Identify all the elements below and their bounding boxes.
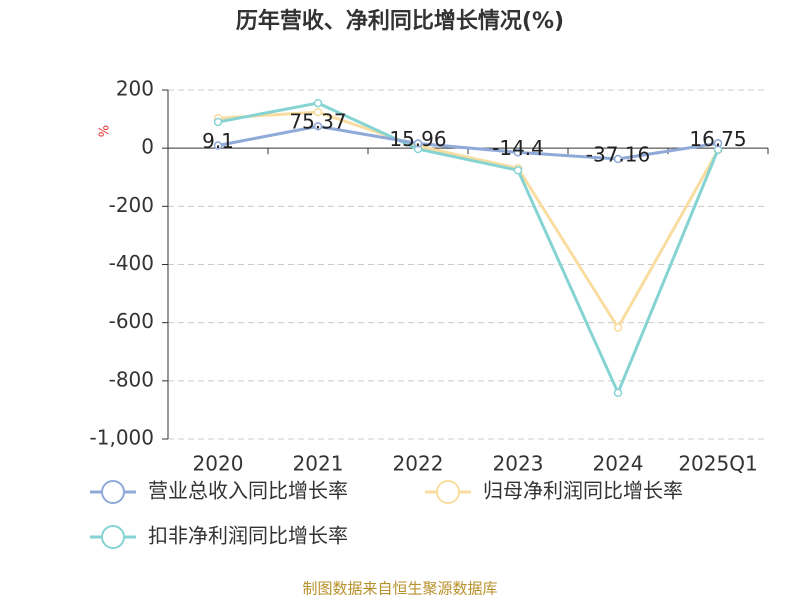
- point: [613, 323, 623, 332]
- data-label: -37.16: [586, 142, 650, 166]
- data-label: -14.4: [492, 136, 544, 160]
- legend-marker: [436, 480, 460, 504]
- x-tick-label: 2025Q1: [678, 452, 757, 476]
- legend-marker: [101, 525, 125, 549]
- x-tick-label: 2021: [293, 452, 344, 476]
- x-tick-label: 2020: [193, 452, 244, 476]
- x-tick-label: 2023: [493, 452, 544, 476]
- y-tick-label: -600: [109, 309, 154, 333]
- point: [613, 154, 623, 164]
- y-tick-label: -800: [109, 367, 154, 391]
- y-tick-label: -200: [109, 193, 154, 217]
- chart-title: 历年营收、净利同比增长情况(%): [236, 8, 564, 34]
- legend-marker: [101, 480, 125, 504]
- line: [217, 124, 719, 161]
- point: [313, 107, 323, 117]
- legend-label: 营业总收入同比增长率: [148, 479, 348, 503]
- legend-label: 归母净利润同比增长率: [483, 479, 683, 503]
- y-tick-label: 0: [141, 135, 154, 159]
- point: [513, 148, 523, 157]
- point: [213, 141, 223, 150]
- point: [713, 139, 723, 148]
- line: [217, 110, 720, 331]
- y-tick-label: -400: [109, 251, 154, 275]
- line: [217, 101, 720, 397]
- y-tick-label: -1,000: [90, 426, 154, 450]
- point: [313, 98, 323, 108]
- point: [413, 139, 423, 148]
- point: [313, 121, 323, 131]
- y-axis-label: %: [98, 125, 113, 137]
- data-label: 75.37: [289, 110, 346, 134]
- x-tick-label: 2024: [593, 452, 644, 476]
- data-label: 16.75: [689, 127, 746, 151]
- y-tick-label: 200: [116, 77, 154, 101]
- source-note: 制图数据来自恒生聚源数据库: [302, 580, 497, 598]
- x-tick-label: 2022: [393, 452, 444, 476]
- legend-label: 扣非净利润同比增长率: [148, 524, 348, 548]
- point: [513, 166, 523, 175]
- data-label: 15.96: [389, 127, 446, 151]
- point: [613, 388, 623, 398]
- data-label: 9.1: [202, 129, 234, 153]
- point: [213, 117, 223, 127]
